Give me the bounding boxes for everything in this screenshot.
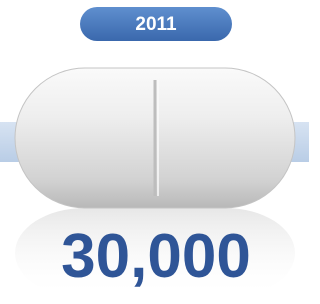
year-label: 2011	[135, 14, 177, 35]
figure-label: 30,000	[61, 222, 251, 291]
infographic: 2011 30,000	[0, 0, 309, 304]
